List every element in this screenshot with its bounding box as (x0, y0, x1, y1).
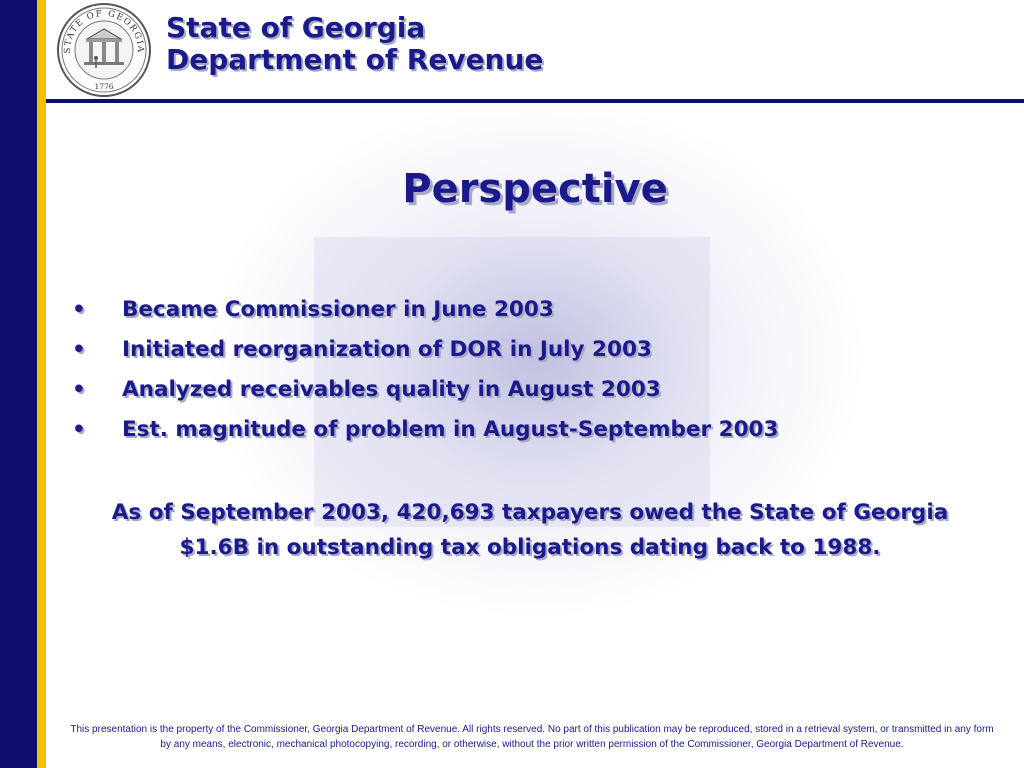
bullet-dot: • (72, 417, 86, 442)
header-line-2: Department of Revenue (166, 43, 544, 76)
bullet-text: Analyzed receivables quality in August 2… (122, 377, 661, 402)
left-navy-bar (0, 0, 37, 768)
bullet-dot: • (72, 377, 86, 402)
copyright-footer: This presentation is the property of the… (70, 724, 994, 750)
bullet-item: • Analyzed receivables quality in August … (72, 370, 778, 410)
bullet-item: • Est. magnitude of problem in August-Sep… (72, 410, 778, 450)
bullet-item: • Became Commissioner in June 2003 (72, 290, 778, 330)
bullet-dot: • (72, 337, 86, 362)
bullet-item: • Initiated reorganization of DOR in July… (72, 330, 778, 370)
organization-title: State of Georgia Department of Revenue (166, 12, 543, 76)
slide-header (46, 0, 1024, 100)
left-gold-stripe (37, 0, 46, 768)
background-glow (314, 237, 710, 527)
header-line-1: State of Georgia (166, 11, 426, 44)
slide-title: Perspective (402, 166, 668, 212)
slide-content: Perspective • Became Commissioner in June… (46, 103, 1024, 768)
seal-year: 1776 (94, 82, 113, 91)
state-of-georgia-seal-icon: STATE OF GEORGIA 1776 (56, 2, 152, 98)
bullet-dot: • (72, 297, 86, 322)
bullet-text: Initiated reorganization of DOR in July … (122, 337, 652, 362)
header-divider (46, 99, 1024, 103)
summary-statement: As of September 2003, 420,693 taxpayers … (111, 500, 949, 560)
bullet-text: Est. magnitude of problem in August-Sept… (122, 417, 779, 442)
bullet-list: • Became Commissioner in June 2003 • Initi… (72, 290, 778, 450)
bullet-text: Became Commissioner in June 2003 (122, 297, 554, 322)
